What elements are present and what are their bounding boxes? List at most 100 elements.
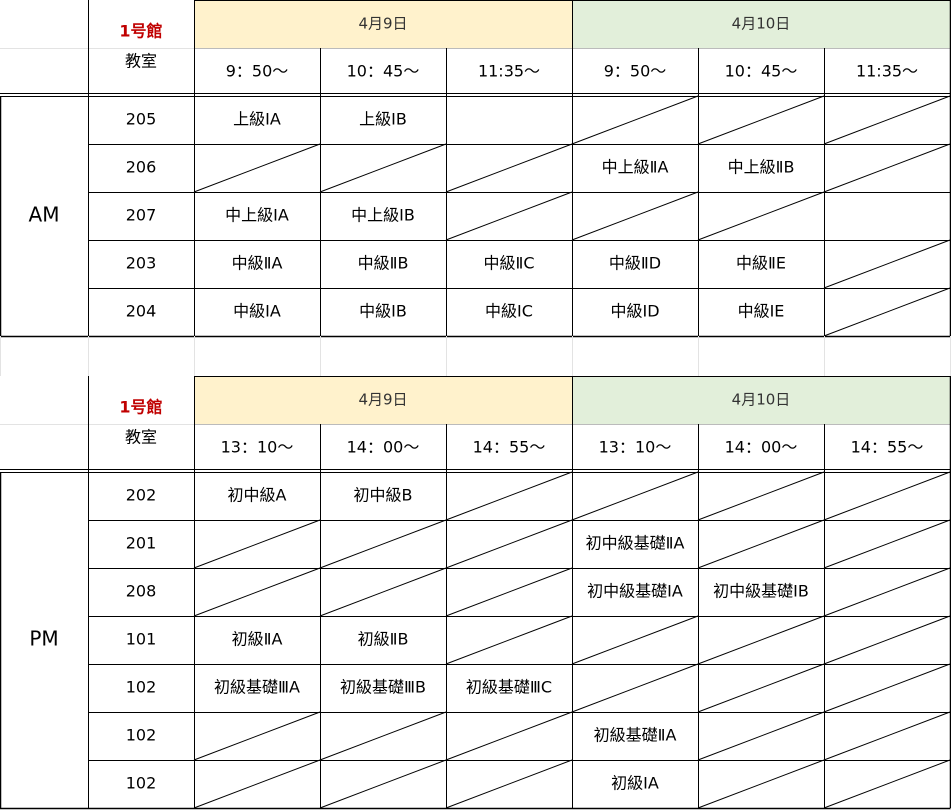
slash xyxy=(697,663,825,713)
room: 102 xyxy=(126,678,157,697)
slash xyxy=(823,711,951,761)
room: 207 xyxy=(126,206,157,225)
class-name: 中上級ⅡB xyxy=(728,158,795,177)
class-name: 初級ⅡA xyxy=(232,630,283,649)
class-name: 初中級基礎ⅠA xyxy=(587,582,683,601)
slash xyxy=(445,711,573,761)
date: 4月10日 xyxy=(732,15,791,33)
room: 201 xyxy=(126,534,157,553)
room-label: 教室 xyxy=(125,428,157,447)
slash xyxy=(445,519,573,569)
slash xyxy=(193,519,321,569)
class-name: 中級ⅠE xyxy=(738,302,785,321)
slash xyxy=(319,711,447,761)
class-name: 初級基礎ⅢB xyxy=(340,678,426,697)
room: 101 xyxy=(126,630,157,649)
class-name: 初級ⅡB xyxy=(358,630,409,649)
slash xyxy=(571,615,699,665)
slash xyxy=(445,191,573,241)
time: 9：50～ xyxy=(604,62,667,81)
slash xyxy=(823,239,951,289)
class-name: 中級ⅡB xyxy=(358,254,409,273)
slash xyxy=(319,567,447,617)
slash xyxy=(571,191,699,241)
class-name: 中級ⅡD xyxy=(609,254,661,273)
slash xyxy=(445,759,573,809)
room: 102 xyxy=(126,774,157,793)
slash xyxy=(193,711,321,761)
time: 14：55～ xyxy=(851,438,924,457)
slash xyxy=(319,519,447,569)
slash xyxy=(697,95,825,145)
class-name: 初中級B xyxy=(354,486,413,505)
slash xyxy=(823,663,951,713)
slash xyxy=(697,471,825,521)
slash xyxy=(823,287,951,337)
class-name: 初級基礎ⅢA xyxy=(214,678,300,697)
slash xyxy=(697,759,825,809)
room-label: 教室 xyxy=(125,52,157,71)
class-name: 上級ⅠA xyxy=(233,110,281,129)
class-name: 中上級ⅠA xyxy=(225,206,289,225)
time: 14：00～ xyxy=(725,438,798,457)
class-name: 初級ⅠA xyxy=(611,774,659,793)
date-cell xyxy=(194,376,572,424)
time: 11:35～ xyxy=(478,62,540,81)
room: 206 xyxy=(126,158,157,177)
slash xyxy=(445,615,573,665)
slash xyxy=(823,519,951,569)
room: 202 xyxy=(126,486,157,505)
slash xyxy=(571,663,699,713)
slash xyxy=(571,471,699,521)
time: 13：10～ xyxy=(221,438,294,457)
period: AM xyxy=(29,203,60,227)
date-cell xyxy=(572,0,950,48)
slash xyxy=(823,759,951,809)
slash xyxy=(445,143,573,193)
time: 13：10～ xyxy=(599,438,672,457)
slash xyxy=(319,759,447,809)
room: 203 xyxy=(126,254,157,273)
slash xyxy=(445,471,573,521)
building: 1号館 xyxy=(119,398,162,417)
class-name: 初中級基礎ⅠB xyxy=(713,582,809,601)
room: 102 xyxy=(126,726,157,745)
date: 4月9日 xyxy=(358,391,407,409)
slash xyxy=(823,95,951,145)
class-name: 初級基礎ⅡA xyxy=(594,726,677,745)
slash xyxy=(445,567,573,617)
slash xyxy=(319,143,447,193)
class-name: 初中級A xyxy=(228,486,287,505)
class-name: 中級ⅠD xyxy=(610,302,659,321)
date-cell xyxy=(194,0,572,48)
class-name: 中級ⅠA xyxy=(233,302,281,321)
slash xyxy=(823,567,951,617)
class-name: 中上級ⅡA xyxy=(602,158,669,177)
period: PM xyxy=(29,627,58,651)
class-name: 中級ⅠC xyxy=(485,302,533,321)
slash xyxy=(193,759,321,809)
date-cell xyxy=(572,376,950,424)
time: 10：45～ xyxy=(347,62,420,81)
slash xyxy=(697,191,825,241)
slash xyxy=(823,471,951,521)
slash xyxy=(697,615,825,665)
class-name: 中級ⅡC xyxy=(483,254,534,273)
class-name: 中級ⅡA xyxy=(232,254,283,273)
slash xyxy=(697,519,825,569)
class-name: 中級ⅠB xyxy=(359,302,407,321)
room: 204 xyxy=(126,302,157,321)
class-name: 中上級ⅠB xyxy=(351,206,415,225)
date: 4月9日 xyxy=(358,15,407,33)
slash xyxy=(697,711,825,761)
time: 14：55～ xyxy=(473,438,546,457)
date: 4月10日 xyxy=(732,391,791,409)
slash xyxy=(193,567,321,617)
slash xyxy=(823,615,951,665)
time: 9：50～ xyxy=(226,62,289,81)
class-name: 中級ⅡE xyxy=(736,254,786,273)
class-name: 初中級基礎ⅡA xyxy=(586,534,685,553)
slash xyxy=(823,143,951,193)
slash xyxy=(193,143,321,193)
